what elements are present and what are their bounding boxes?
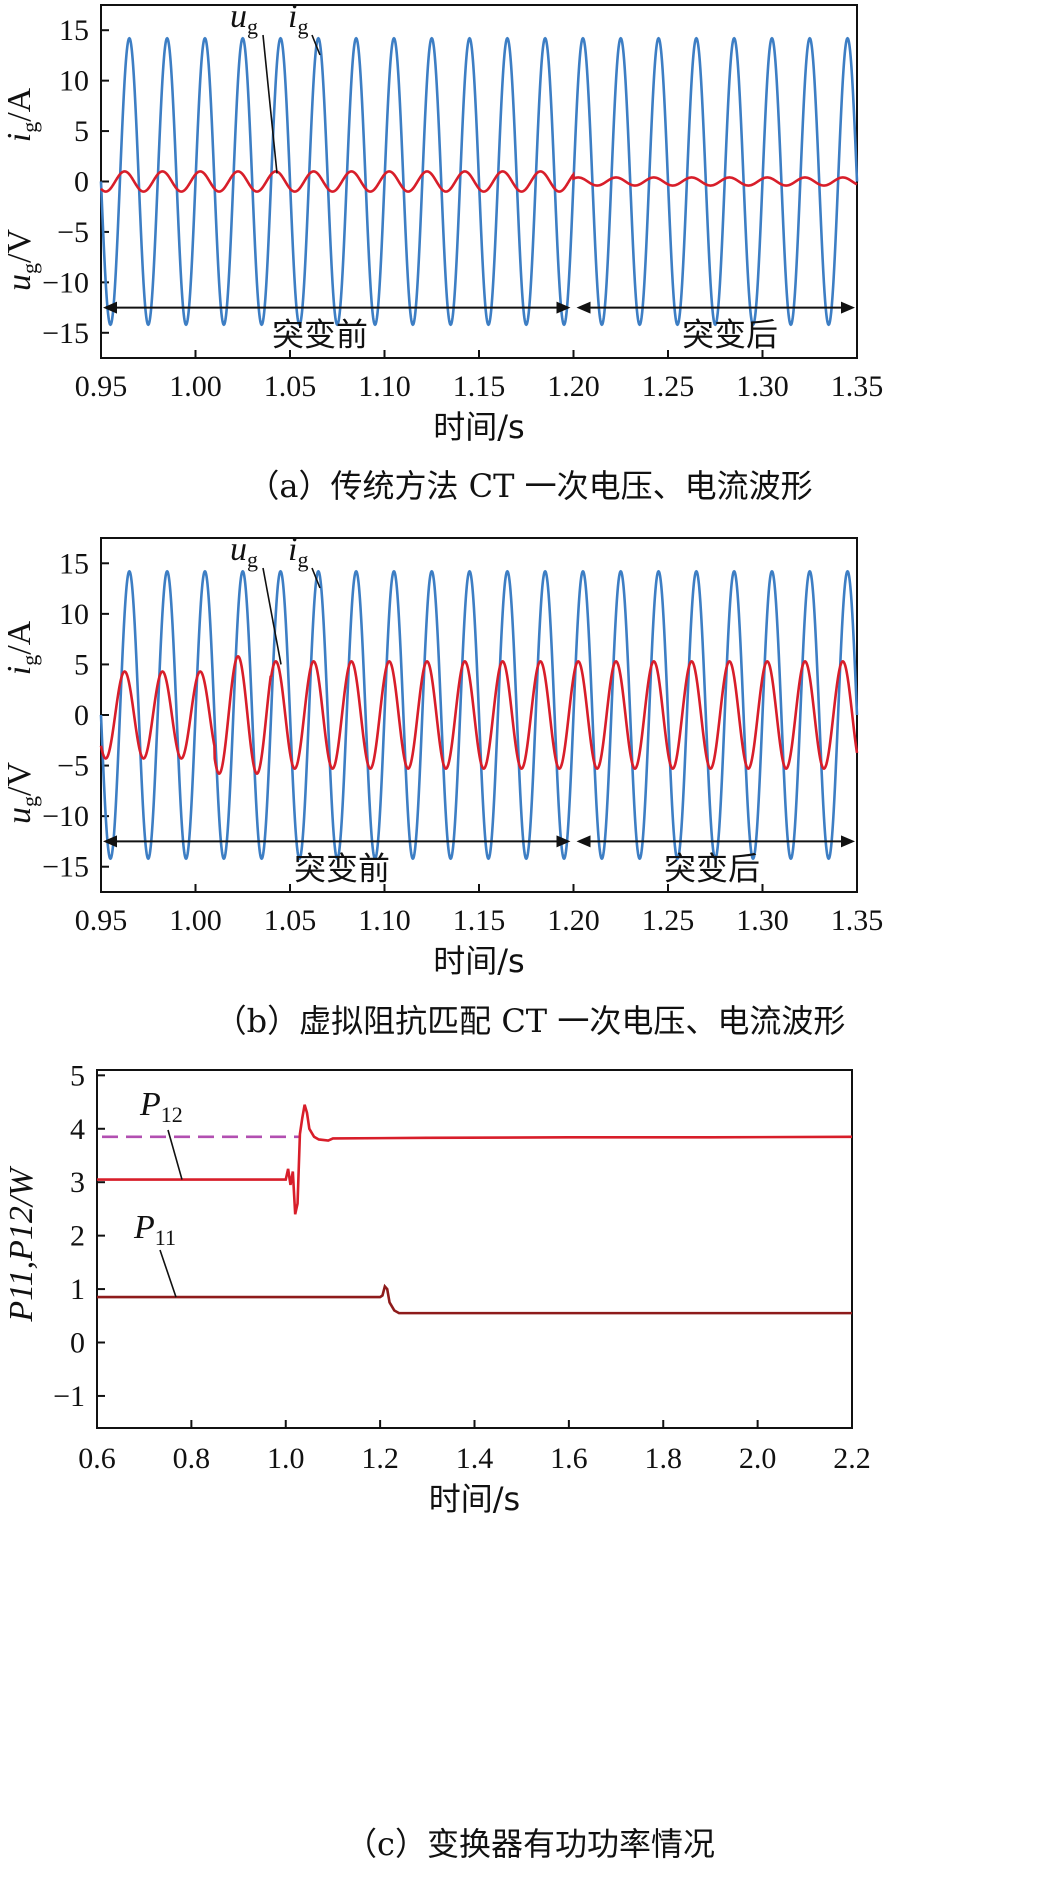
y-axis-label: P11,P12/W <box>3 1166 40 1323</box>
y-tick-label: 3 <box>70 1166 85 1199</box>
series-ig-label: ig <box>288 531 308 572</box>
after-arrow-head-left <box>576 835 591 848</box>
y-tick-label: 1 <box>70 1273 85 1306</box>
series-ug-label: ug <box>230 0 258 39</box>
y-tick-label: −5 <box>57 750 89 783</box>
annotation-before: 突变前 <box>272 316 368 354</box>
x-tick-label: 1.4 <box>456 1442 494 1475</box>
x-tick-label: 2.2 <box>833 1442 871 1475</box>
y-tick-label: −15 <box>42 851 89 884</box>
x-tick-label: 1.6 <box>550 1442 588 1475</box>
x-axis-label: 时间/s <box>433 408 524 446</box>
y-tick-label: −10 <box>42 800 89 833</box>
y-tick-label: 5 <box>70 1059 85 1092</box>
series-p12-line <box>97 1104 853 1215</box>
plot-frame <box>96 1069 853 1429</box>
y-tick-label: 10 <box>59 65 89 98</box>
y-axis-label-bottom: ug/V <box>1 762 42 824</box>
x-axis-label: 时间/s <box>429 1480 520 1518</box>
y-tick-label: 10 <box>59 598 89 631</box>
series-ug-label: ug <box>230 531 258 572</box>
y-tick-label: 15 <box>59 14 89 47</box>
x-tick-label: 0.95 <box>75 904 128 937</box>
x-tick-label: 1.05 <box>264 904 317 937</box>
x-tick-label: 1.0 <box>267 1442 305 1475</box>
caption: （b）虚拟阻抗匹配 CT 一次电压、电流波形 <box>215 1002 846 1040</box>
annotation-after: 突变后 <box>682 316 778 354</box>
panel-c <box>96 1069 853 1429</box>
x-tick-label: 1.20 <box>547 904 600 937</box>
annotation-after: 突变后 <box>664 849 760 887</box>
x-axis-label: 时间/s <box>433 942 524 980</box>
x-tick-label: 0.95 <box>75 370 128 403</box>
y-tick-label: 0 <box>74 166 89 199</box>
after-arrow-head-right <box>841 835 855 848</box>
y-tick-label: 5 <box>74 648 89 681</box>
x-tick-label: 1.15 <box>453 904 506 937</box>
y-tick-label: 15 <box>59 547 89 580</box>
y-tick-label: 5 <box>74 115 89 148</box>
x-tick-label: 0.6 <box>78 1442 116 1475</box>
annotation-before: 突变前 <box>294 849 390 887</box>
panel-a <box>99 4 859 359</box>
caption: （c）变换器有功功率情况 <box>345 1825 715 1863</box>
after-arrow-head-right <box>841 301 855 314</box>
caption: （a）传统方法 CT 一次电压、电流波形 <box>247 467 812 505</box>
panel-b <box>99 537 859 893</box>
series-p11-line <box>97 1283 852 1315</box>
series-ug-leader <box>262 34 278 174</box>
y-tick-label: −1 <box>53 1380 85 1413</box>
after-arrow-head-left <box>576 301 591 314</box>
y-tick-label: 0 <box>74 699 89 732</box>
series-ig-line <box>99 569 859 861</box>
y-axis-label-top: ig/A <box>1 620 42 675</box>
x-tick-label: 1.2 <box>361 1442 399 1475</box>
before-arrow-head-left <box>103 301 117 314</box>
y-axis-label-top: ig/A <box>1 87 42 142</box>
series-ig-leader <box>311 34 321 56</box>
series-ug-leader <box>262 567 282 665</box>
x-tick-label: 1.00 <box>169 370 222 403</box>
x-tick-label: 1.10 <box>358 370 411 403</box>
x-tick-label: 2.0 <box>739 1442 777 1475</box>
y-tick-label: 0 <box>70 1327 85 1360</box>
x-tick-label: 1.30 <box>736 904 789 937</box>
y-tick-label: −15 <box>42 317 89 350</box>
series-p12-label: P12 <box>139 1086 183 1127</box>
series-p11-leader <box>159 1249 177 1298</box>
y-tick-label: 2 <box>70 1220 85 1253</box>
y-tick-label: −10 <box>42 266 89 299</box>
series-ug-line <box>99 654 859 776</box>
x-tick-label: 0.8 <box>173 1442 211 1475</box>
series-ig-line <box>99 36 859 327</box>
series-p12-leader <box>167 1129 183 1180</box>
x-tick-label: 1.25 <box>642 370 695 403</box>
before-arrow-head-right <box>556 301 571 314</box>
y-tick-label: 4 <box>70 1113 85 1146</box>
series-ig-leader <box>311 567 321 589</box>
series-p11-label: P11 <box>133 1209 176 1250</box>
x-tick-label: 1.15 <box>453 370 506 403</box>
y-axis-label-bottom: ug/V <box>1 229 42 291</box>
x-tick-label: 1.35 <box>831 370 884 403</box>
x-tick-label: 1.00 <box>169 904 222 937</box>
before-arrow-head-right <box>556 835 571 848</box>
before-arrow-head-left <box>103 835 117 848</box>
x-tick-label: 1.20 <box>547 370 600 403</box>
x-tick-label: 1.25 <box>642 904 695 937</box>
x-tick-label: 1.35 <box>831 904 884 937</box>
x-tick-label: 1.30 <box>736 370 789 403</box>
series-ig-label: ig <box>288 0 308 39</box>
y-tick-label: −5 <box>57 216 89 249</box>
series-ug-line <box>100 170 858 193</box>
x-tick-label: 1.10 <box>358 904 411 937</box>
x-tick-label: 1.05 <box>264 370 317 403</box>
x-tick-label: 1.8 <box>645 1442 683 1475</box>
